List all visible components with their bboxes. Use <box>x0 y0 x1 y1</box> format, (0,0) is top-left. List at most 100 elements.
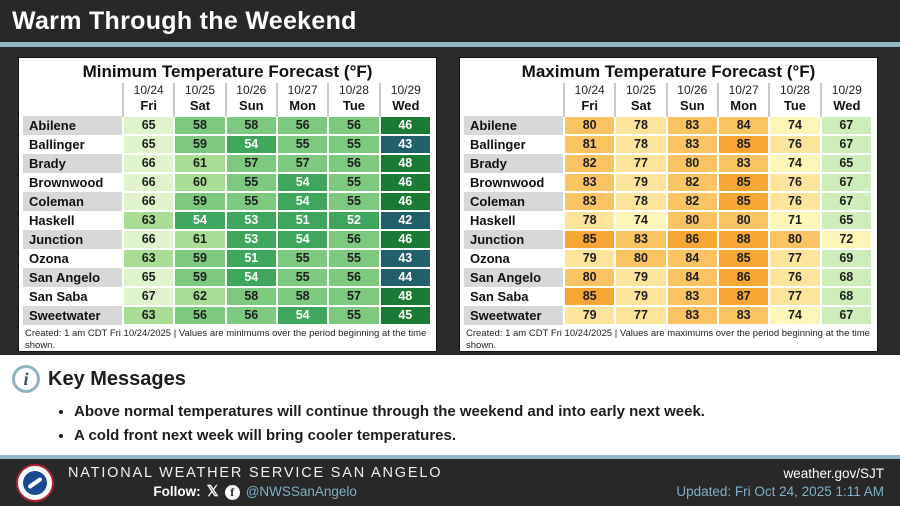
day-header: Fri <box>562 98 616 116</box>
temp-cell: 84 <box>665 248 719 269</box>
temp-cell: 43 <box>378 134 433 155</box>
website-url: weather.gov/SJT <box>783 465 884 481</box>
table-row: San Saba 85 79 83 87 77 68 <box>464 286 874 307</box>
org-block: NATIONAL WEATHER SERVICE SAN ANGELO Foll… <box>68 464 442 501</box>
updated-timestamp: Updated: Fri Oct 24, 2025 1:11 AM <box>676 483 884 499</box>
temp-cell: 54 <box>224 267 278 288</box>
min-temp-table: 10/24 10/25 10/26 10/27 10/28 10/29 Fri Sat Sun M… <box>23 83 433 326</box>
temp-cell: 54 <box>224 134 278 155</box>
table-row: Abilene 65 58 58 56 56 46 <box>23 115 433 136</box>
temp-cell: 83 <box>614 229 668 250</box>
follow-label: Follow: <box>153 484 201 499</box>
org-name: NATIONAL WEATHER SERVICE SAN ANGELO <box>68 465 443 481</box>
table-row: Haskell 63 54 53 51 52 42 <box>23 210 433 231</box>
temp-cell: 78 <box>614 191 668 212</box>
temp-cell: 74 <box>768 115 822 136</box>
temp-cell: 67 <box>819 115 874 136</box>
temp-cell: 61 <box>173 153 227 174</box>
max-temp-panel: Maximum Temperature Forecast (°F) 10/24 1… <box>459 57 878 352</box>
temp-cell: 66 <box>121 191 176 212</box>
temp-cell: 56 <box>275 115 330 136</box>
temp-cell: 59 <box>173 267 227 288</box>
temp-cell: 61 <box>173 229 227 250</box>
temp-cell: 80 <box>716 210 771 231</box>
key-messages-section: i Key Messages Above normal temperatures… <box>0 355 900 455</box>
temp-cell: 79 <box>614 172 668 193</box>
table-row: Haskell 78 74 80 80 71 65 <box>464 210 874 231</box>
key-messages-title: Key Messages <box>48 367 186 390</box>
temp-cell: 72 <box>819 229 874 250</box>
city-label: San Angelo <box>464 268 564 287</box>
temp-cell: 85 <box>716 191 771 212</box>
temp-cell: 48 <box>378 286 433 307</box>
temp-cell: 76 <box>768 267 822 288</box>
temp-cell: 80 <box>562 267 617 288</box>
day-header: Sat <box>173 98 226 116</box>
nws-logo <box>16 463 54 502</box>
temp-cell: 56 <box>224 305 278 326</box>
temp-cell: 46 <box>378 172 433 193</box>
city-label: Ozona <box>23 249 123 268</box>
temp-cell: 77 <box>768 286 822 307</box>
day-header: Wed <box>819 98 872 116</box>
temp-cell: 67 <box>819 134 874 155</box>
day-header: Tue <box>327 98 380 116</box>
temp-cell: 55 <box>275 267 330 288</box>
date-header: 10/28 <box>327 83 380 98</box>
temp-cell: 85 <box>562 286 617 307</box>
date-header: 10/27 <box>716 83 770 98</box>
temp-cell: 65 <box>819 210 874 231</box>
date-header: 10/26 <box>665 83 718 98</box>
city-label: Haskell <box>464 211 564 230</box>
temp-cell: 74 <box>614 210 668 231</box>
temp-cell: 74 <box>768 305 822 326</box>
temp-cell: 76 <box>768 172 822 193</box>
temp-cell: 67 <box>121 286 176 307</box>
temp-cell: 67 <box>819 305 874 326</box>
table-row: San Angelo 65 59 54 55 56 44 <box>23 267 433 288</box>
temp-cell: 65 <box>121 134 176 155</box>
temp-cell: 63 <box>121 210 176 231</box>
day-header: Tue <box>768 98 821 116</box>
temp-cell: 59 <box>173 134 227 155</box>
temp-cell: 56 <box>327 229 381 250</box>
temp-cell: 71 <box>768 210 822 231</box>
temp-cell: 55 <box>327 191 381 212</box>
temp-cell: 65 <box>121 267 176 288</box>
city-label: Brady <box>464 154 564 173</box>
temp-cell: 54 <box>173 210 227 231</box>
bottom-divider <box>0 455 900 459</box>
temp-cell: 69 <box>819 248 874 269</box>
temp-cell: 43 <box>378 248 433 269</box>
day-header: Sun <box>224 98 277 116</box>
city-label: San Angelo <box>23 268 123 287</box>
temp-cell: 58 <box>224 286 278 307</box>
max-table-title: Maximum Temperature Forecast (°F) <box>521 62 816 81</box>
temp-cell: 83 <box>716 305 771 326</box>
temp-cell: 80 <box>665 210 719 231</box>
day-header: Sun <box>665 98 718 116</box>
temp-cell: 46 <box>378 229 433 250</box>
social-handle: @NWSSanAngelo <box>245 484 357 499</box>
city-label: Sweetwater <box>23 306 123 325</box>
key-messages-header: i Key Messages <box>12 365 888 393</box>
table-row: Brownwood 66 60 55 54 55 46 <box>23 172 433 193</box>
temp-cell: 82 <box>665 191 719 212</box>
temp-cell: 66 <box>121 229 176 250</box>
temp-cell: 63 <box>121 248 176 269</box>
temp-cell: 80 <box>562 115 617 136</box>
date-header: 10/24 <box>121 83 175 98</box>
date-header: 10/25 <box>173 83 226 98</box>
min-temp-panel: Minimum Temperature Forecast (°F) 10/24 1… <box>18 57 437 352</box>
temp-cell: 58 <box>224 115 278 136</box>
key-message-item: A cold front next week will bring cooler… <box>74 424 888 448</box>
city-label: Ballinger <box>23 135 123 154</box>
facebook-icon: f <box>224 484 240 500</box>
temp-cell: 83 <box>665 134 719 155</box>
temp-cell: 57 <box>275 153 330 174</box>
city-label: Coleman <box>464 192 564 211</box>
table-row: Abilene 80 78 83 84 74 67 <box>464 115 874 136</box>
temp-cell: 67 <box>819 191 874 212</box>
footer-right: weather.gov/SJT Updated: Fri Oct 24, 202… <box>676 465 884 501</box>
temp-cell: 79 <box>614 286 668 307</box>
